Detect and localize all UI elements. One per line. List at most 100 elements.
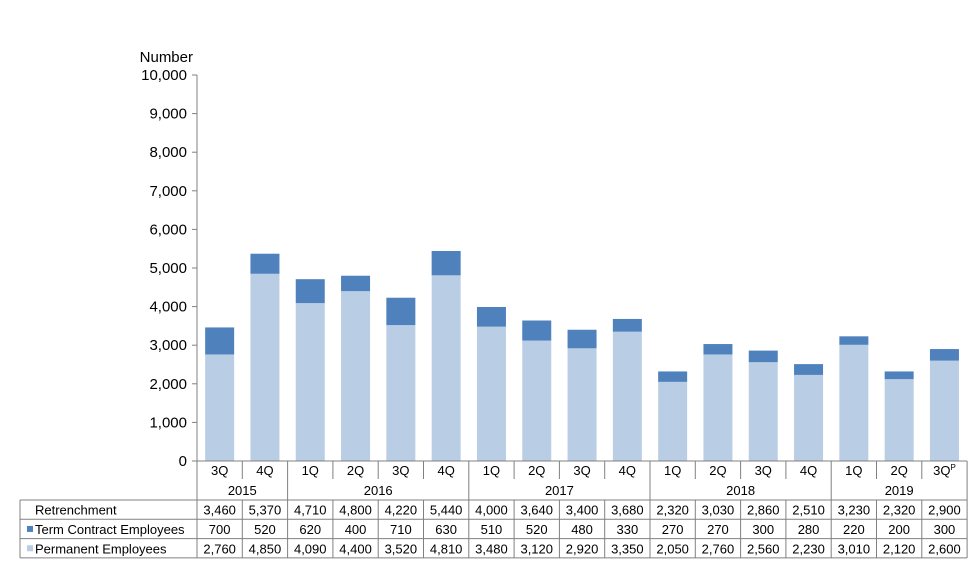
table-cell: 4,800 bbox=[339, 503, 372, 518]
provisional-mark: P bbox=[950, 463, 955, 472]
bar-segment-term-contract-employees bbox=[250, 253, 280, 274]
y-tick-label: 10,000 bbox=[141, 67, 187, 84]
data-table: 3Q 4Q 1Q 2Q 3Q 4Q 1Q 2Q 3Q 4Q 1Q 2Q 3Q 4Q 1Q 2Q 3QP 2015 2… bbox=[19, 460, 968, 559]
bar-segment-permanent-employees bbox=[658, 381, 688, 461]
bar-segment-permanent-employees bbox=[431, 275, 461, 461]
table-cell: 3,680 bbox=[611, 503, 644, 518]
table-cell: 480 bbox=[571, 522, 593, 537]
y-tick-label: 5,000 bbox=[149, 260, 187, 277]
bar-segment-term-contract-employees bbox=[658, 371, 688, 382]
table-cell: 3,030 bbox=[702, 503, 735, 518]
y-tick-label: 9,000 bbox=[149, 106, 187, 123]
table-cell: 280 bbox=[798, 522, 820, 537]
x-category-label: 4Q bbox=[619, 463, 636, 478]
x-category-label: 4Q bbox=[256, 463, 273, 478]
table-cell: 3,480 bbox=[475, 541, 508, 556]
table-cell: 2,320 bbox=[656, 503, 689, 518]
bar-segment-term-contract-employees bbox=[341, 275, 371, 292]
table-row-label: Retrenchment bbox=[35, 503, 117, 518]
bar-segment-term-contract-employees bbox=[295, 279, 325, 304]
year-group-label: 2019 bbox=[885, 483, 914, 498]
bar-segment-permanent-employees bbox=[386, 325, 416, 461]
x-category-label: 1Q bbox=[302, 463, 319, 478]
legend-marker bbox=[27, 525, 33, 532]
table-cell: 630 bbox=[435, 522, 457, 537]
x-category-label: 4Q bbox=[800, 463, 817, 478]
x-category-label: 3Q bbox=[755, 463, 772, 478]
table-cell: 220 bbox=[843, 522, 865, 537]
table-cell: 710 bbox=[390, 522, 412, 537]
table-cell: 700 bbox=[209, 522, 231, 537]
x-category-label: 3Q bbox=[573, 463, 590, 478]
table-cell: 270 bbox=[662, 522, 684, 537]
x-category-label: 2Q bbox=[890, 463, 907, 478]
y-tick-label: 0 bbox=[179, 453, 187, 470]
table-cell: 4,400 bbox=[339, 541, 372, 556]
table-cell: 300 bbox=[752, 522, 774, 537]
bar-segment-term-contract-employees bbox=[748, 350, 778, 363]
bar-segment-permanent-employees bbox=[884, 379, 914, 461]
bar-segment-term-contract-employees bbox=[703, 344, 733, 355]
table-cell: 2,510 bbox=[792, 503, 825, 518]
table-cell: 2,120 bbox=[883, 541, 916, 556]
x-category-label: 1Q bbox=[845, 463, 862, 478]
bar-segment-permanent-employees bbox=[567, 348, 597, 461]
table-cell: 4,850 bbox=[249, 541, 282, 556]
bar-segment-term-contract-employees bbox=[386, 297, 416, 326]
table-cell: 5,440 bbox=[430, 503, 463, 518]
table-cell: 4,000 bbox=[475, 503, 508, 518]
table-cell: 2,920 bbox=[566, 541, 599, 556]
x-category-label: 2Q bbox=[528, 463, 545, 478]
table-cell: 3,350 bbox=[611, 541, 644, 556]
table-cell: 4,810 bbox=[430, 541, 463, 556]
y-tick-label: 1,000 bbox=[149, 414, 187, 431]
year-group-label: 2015 bbox=[228, 483, 257, 498]
x-category-label: 3QP bbox=[933, 463, 956, 478]
y-tick-label: 4,000 bbox=[149, 299, 187, 316]
y-axis: 0 1,000 2,000 3,000 4,000 5,000 6,000 7,000 8,00… bbox=[141, 67, 198, 470]
bar-segment-term-contract-employees bbox=[567, 329, 597, 349]
table-cell: 2,320 bbox=[883, 503, 916, 518]
table-cell: 2,230 bbox=[792, 541, 825, 556]
table-row-label: Term Contract Employees bbox=[35, 522, 185, 537]
bar-segment-permanent-employees bbox=[205, 354, 235, 461]
y-tick-label: 7,000 bbox=[149, 183, 187, 200]
bar-segment-term-contract-employees bbox=[431, 251, 461, 276]
x-category-label: 3Q bbox=[211, 463, 228, 478]
table-cell: 2,900 bbox=[928, 503, 961, 518]
bar-segment-permanent-employees bbox=[703, 354, 733, 461]
bar-segment-term-contract-employees bbox=[884, 371, 914, 380]
table-cell: 200 bbox=[888, 522, 910, 537]
table-cell: 3,460 bbox=[203, 503, 236, 518]
table-cell: 3,520 bbox=[385, 541, 418, 556]
y-tick-label: 3,000 bbox=[149, 337, 187, 354]
table-cell: 5,370 bbox=[249, 503, 282, 518]
x-category-label: 1Q bbox=[664, 463, 681, 478]
y-axis-label: Number bbox=[140, 49, 193, 66]
bar-segment-term-contract-employees bbox=[522, 320, 552, 341]
table-cell: 2,760 bbox=[702, 541, 735, 556]
bar-segment-permanent-employees bbox=[341, 291, 371, 461]
table-cell: 3,120 bbox=[520, 541, 553, 556]
table-cell: 2,860 bbox=[747, 503, 780, 518]
table-cell: 3,230 bbox=[838, 503, 871, 518]
x-category-label: 3Q bbox=[392, 463, 409, 478]
bar-segment-term-contract-employees bbox=[612, 318, 642, 332]
y-tick-label: 6,000 bbox=[149, 221, 187, 238]
table-cell: 270 bbox=[707, 522, 729, 537]
bar-segment-permanent-employees bbox=[476, 326, 506, 461]
table-cell: 4,710 bbox=[294, 503, 327, 518]
bar-segment-permanent-employees bbox=[250, 273, 280, 461]
table-cell: 3,400 bbox=[566, 503, 599, 518]
x-category-label: 2Q bbox=[347, 463, 364, 478]
bar-segment-permanent-employees bbox=[794, 374, 824, 461]
table-cell: 2,600 bbox=[928, 541, 961, 556]
bar-segment-permanent-employees bbox=[522, 340, 552, 461]
y-tick-label: 8,000 bbox=[149, 144, 187, 161]
year-group-label: 2018 bbox=[726, 483, 755, 498]
year-group-label: 2016 bbox=[364, 483, 393, 498]
x-category-label: 2Q bbox=[709, 463, 726, 478]
table-cell: 620 bbox=[299, 522, 321, 537]
table-cell: 510 bbox=[481, 522, 503, 537]
